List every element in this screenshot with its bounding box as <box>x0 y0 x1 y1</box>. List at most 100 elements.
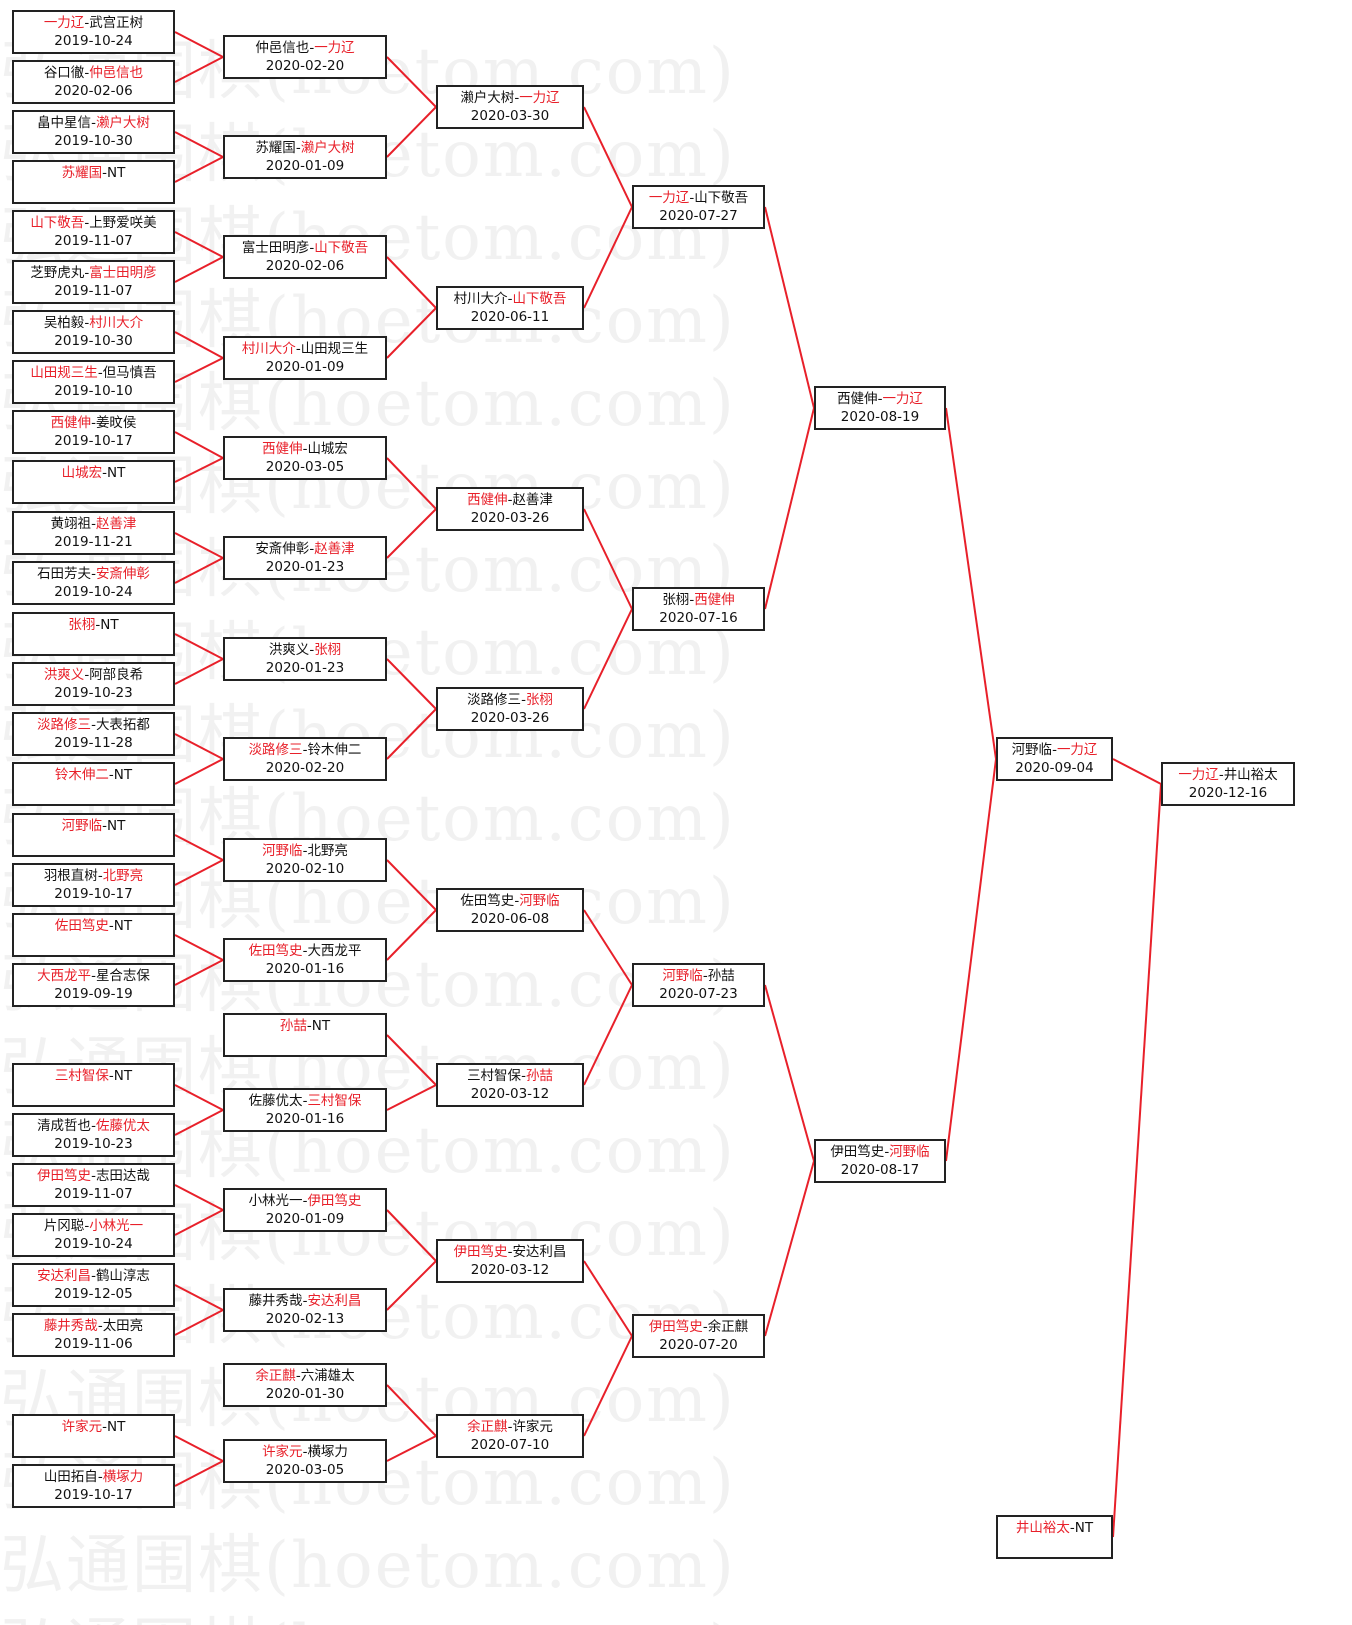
match-box: 许家元-横塚力 2020-03-05 <box>223 1439 387 1483</box>
player-b: 三村智保 <box>307 1093 362 1109</box>
match-players: 西健伸-一力辽 <box>816 390 944 408</box>
match-players: 三村智保-NT <box>14 1067 173 1085</box>
player-b: 星合志保 <box>95 968 150 984</box>
bracket-connector <box>764 1160 815 1337</box>
match-players: 张栩-西健伸 <box>634 591 763 609</box>
match-box: 村川大介-山田规三生 2020-01-09 <box>223 336 387 380</box>
match-box: 河野临-北野亮 2020-02-10 <box>223 838 387 882</box>
bracket-connector <box>174 1184 224 1211</box>
separator: - <box>91 566 96 582</box>
player-a: 安达利昌 <box>37 1268 92 1284</box>
match-date: 2020-03-05 <box>265 1462 345 1478</box>
player-a: 西健伸 <box>837 391 878 407</box>
match-box: 谷口徹-仲邑信也 2020-02-06 <box>12 60 175 104</box>
bracket-connector <box>386 106 437 158</box>
player-b: 山下敬吾 <box>314 240 369 256</box>
match-players: 藤井秀哉-太田亮 <box>14 1317 173 1335</box>
bracket-connector <box>583 1260 633 1337</box>
player-b: 山城宏 <box>307 441 348 457</box>
match-box: 余正麒-许家元 2020-07-10 <box>436 1414 584 1458</box>
match-box: 苏耀国-濑户大树 2020-01-09 <box>223 135 387 179</box>
separator: - <box>84 667 90 683</box>
player-a: 伊田笃史 <box>830 1144 885 1160</box>
player-a: 大西龙平 <box>37 968 92 984</box>
match-date: 2019-10-23 <box>54 1136 133 1152</box>
bracket-connector <box>386 1209 437 1262</box>
match-box: 小林光一-伊田笃史 2020-01-09 <box>223 1188 387 1232</box>
player-a: 孙喆 <box>279 1018 307 1034</box>
player-a: 伊田笃史 <box>648 1319 703 1335</box>
bracket-connector <box>174 658 224 685</box>
player-b: 安斎伸彰 <box>95 566 150 582</box>
match-players: 三村智保-孙喆 <box>438 1067 582 1085</box>
match-date: 2019-10-17 <box>54 886 133 902</box>
player-b: 濑户大树 <box>95 115 150 131</box>
separator: - <box>84 1218 90 1234</box>
player-a: 石田芳夫 <box>37 566 92 582</box>
player-a: 三村智保 <box>467 1068 522 1084</box>
player-b: 河野临 <box>519 893 560 909</box>
player-b: NT <box>100 617 119 633</box>
match-box: 余正麒-六浦雄太 2020-01-30 <box>223 1363 387 1407</box>
separator: - <box>95 617 101 633</box>
separator: - <box>309 642 315 658</box>
player-a: 许家元 <box>262 1444 303 1460</box>
player-b: NT <box>113 1068 133 1084</box>
separator: - <box>507 1244 513 1260</box>
player-b: 一力辽 <box>519 90 560 106</box>
player-b: 大表拓都 <box>95 717 150 733</box>
match-box: 山田规三生-但马慎吾 2019-10-10 <box>12 360 175 404</box>
bracket-connector <box>386 1260 437 1311</box>
match-box: 一力辽-山下敬吾 2020-07-27 <box>632 185 765 229</box>
bracket-connector <box>174 1109 224 1136</box>
bracket-connector <box>386 708 437 760</box>
match-players: 河野临-孙喆 <box>634 967 763 985</box>
bracket-connector <box>583 984 633 1086</box>
separator: - <box>877 391 883 407</box>
bracket-connector <box>174 1460 224 1487</box>
match-players: 苏耀国-NT <box>14 164 173 182</box>
player-a: 佐藤优太 <box>248 1093 303 1109</box>
separator: - <box>1052 742 1057 758</box>
separator: - <box>91 115 96 131</box>
match-players: 藤井秀哉-安达利昌 <box>225 1292 385 1310</box>
bracket-connector <box>386 1084 437 1111</box>
match-players: 西健伸-姜旼侯 <box>14 414 173 432</box>
bracket-connector <box>386 909 437 961</box>
player-b: 佐藤优太 <box>95 1118 150 1134</box>
match-box: 铃木伸二-NT <box>12 762 175 806</box>
player-b: 张栩 <box>314 642 342 658</box>
separator: - <box>302 843 308 859</box>
match-box: 河野临-NT <box>12 813 175 857</box>
player-a: 余正麒 <box>255 1368 296 1384</box>
bracket-connector <box>174 131 224 158</box>
separator: - <box>102 1419 107 1435</box>
player-b: 赵善津 <box>512 492 553 508</box>
separator: - <box>91 415 96 431</box>
player-a: 山田规三生 <box>30 365 98 381</box>
player-b: 赵善津 <box>314 541 355 557</box>
bracket-connector <box>764 407 815 610</box>
separator: - <box>689 592 695 608</box>
player-b: 横塚力 <box>102 1469 144 1485</box>
match-players: 安斎伸彰-赵善津 <box>225 540 385 558</box>
bracket-connector <box>1112 758 1162 785</box>
match-box: 一力辽-武宫正树 2019-10-24 <box>12 10 175 54</box>
player-a: 片冈聪 <box>43 1218 85 1234</box>
bracket-connector <box>764 206 815 409</box>
separator: - <box>302 1293 308 1309</box>
player-a: 苏耀国 <box>61 165 103 181</box>
player-b: 但马慎吾 <box>102 365 157 381</box>
player-b: NT <box>107 165 126 181</box>
separator: - <box>302 1444 308 1460</box>
player-a: 一力辽 <box>648 190 690 206</box>
match-date: 2019-12-05 <box>54 1286 133 1302</box>
player-b: 一力辽 <box>314 40 355 56</box>
player-b: NT <box>107 1419 126 1435</box>
player-a: 淡路修三 <box>248 742 303 758</box>
bracket-connector <box>174 633 224 660</box>
match-box: 孙喆-NT <box>223 1013 387 1057</box>
match-players: 一力辽-武宫正树 <box>14 14 173 32</box>
match-box: 许家元-NT <box>12 1414 175 1458</box>
match-players: 大西龙平-星合志保 <box>14 967 173 985</box>
